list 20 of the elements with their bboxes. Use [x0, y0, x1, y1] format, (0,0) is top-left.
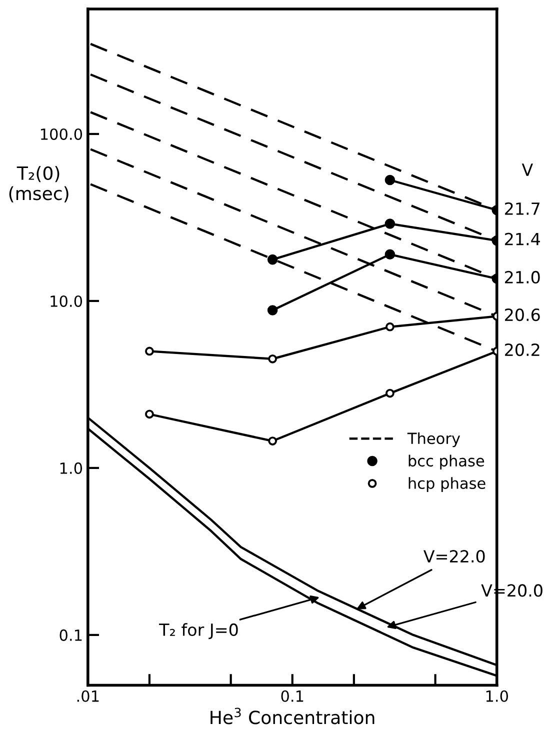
y-tick-label: 0.1 [60, 629, 82, 641]
annotation: 21.7 [505, 202, 540, 215]
text: V [522, 164, 533, 176]
x-axis-title: He$^{3}$ Concentration [210, 708, 374, 724]
annotation: 20.6 [505, 308, 540, 322]
y-axis-title: T₂(0) (msec) [9, 166, 68, 202]
y-tick-label: 1.0 [60, 462, 82, 474]
annotation: T₂ for J=0 [159, 623, 238, 640]
legend-label: Theory [407, 432, 460, 448]
x-tick-label: .01 [77, 690, 99, 702]
annotation: 21.4 [505, 232, 540, 246]
x-tick-label: 0.1 [281, 690, 304, 702]
y-tick-label: 10.0 [50, 295, 82, 307]
annotation: V=22.0 [424, 550, 485, 563]
legend-label: bcc phase [408, 454, 484, 470]
legend-label: hcp phase [408, 477, 486, 492]
y-tick-label: 100.0 [40, 128, 82, 140]
x-tick-label: 1.0 [486, 690, 508, 702]
annotation: 20.2 [505, 343, 540, 356]
annotation: 21.0 [505, 270, 540, 284]
